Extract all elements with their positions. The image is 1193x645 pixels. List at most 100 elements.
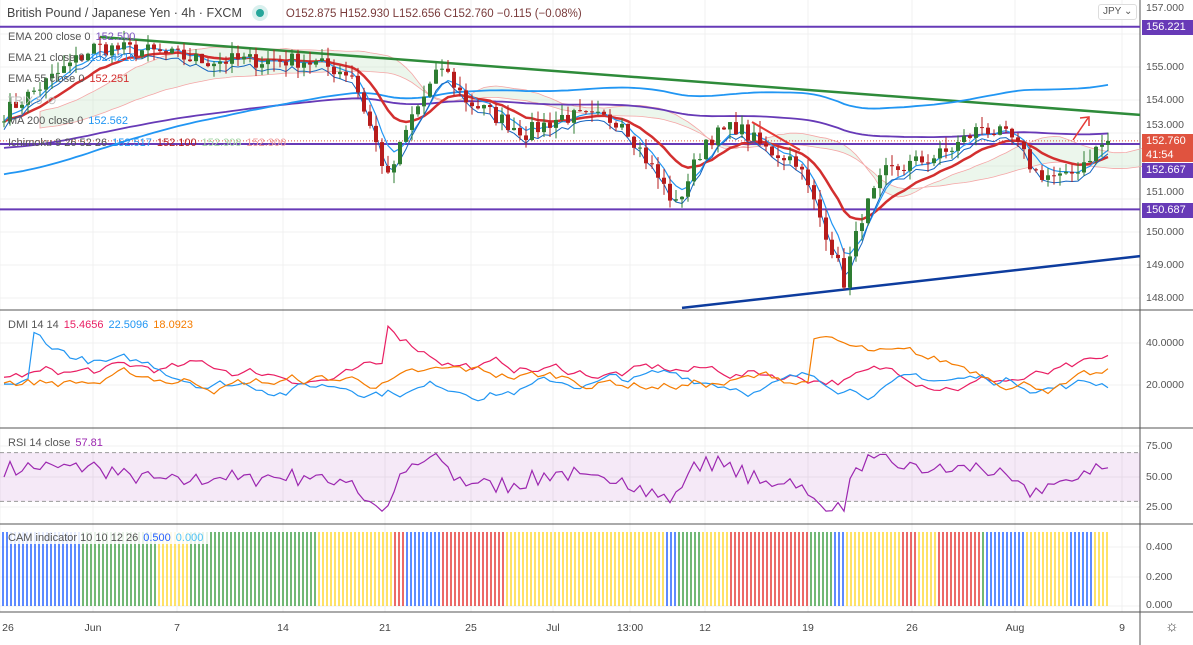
candle-body: [650, 163, 654, 165]
candle-body: [206, 63, 210, 67]
candle-body: [860, 223, 864, 232]
legend-ichimoku[interactable]: Ichimoku 9 26 52 26 152.517 152.100 152.308…: [8, 137, 291, 149]
legend-rsi[interactable]: RSI 14 close 57.81: [8, 437, 108, 449]
candle-body: [470, 102, 474, 107]
candle-body: [638, 147, 642, 149]
candle-body: [854, 231, 858, 257]
candle-body: [2, 121, 6, 123]
candle-body: [806, 169, 810, 186]
ema200-line: [3, 84, 1109, 176]
candle-body: [716, 127, 720, 146]
legend-ema55[interactable]: EMA 55 close 0 152.251: [8, 73, 134, 85]
legend-value: 152.500: [95, 31, 136, 43]
candle-body: [1058, 173, 1062, 176]
legend-cam[interactable]: CAM indicator 10 10 12 26 0.500 0.000: [8, 532, 209, 544]
candle-body: [224, 61, 228, 64]
price-tick: 151.000: [1146, 186, 1184, 198]
candle-body: [380, 142, 384, 167]
candle-body: [944, 148, 948, 152]
candle-body: [128, 42, 132, 45]
candle-body: [308, 62, 312, 65]
time-tick: 19: [802, 622, 814, 634]
candle-body: [152, 44, 156, 50]
time-tick: Jul: [546, 622, 560, 634]
candle-body: [830, 239, 834, 255]
candle-body: [812, 185, 816, 200]
currency-selector[interactable]: JPY ⌄: [1098, 4, 1138, 20]
candle-body: [332, 66, 336, 75]
time-tick: 25: [465, 622, 477, 634]
legend-ema200[interactable]: EMA 200 close 0 152.500: [8, 31, 140, 43]
candle-body: [1010, 128, 1014, 138]
candle-body: [1076, 172, 1080, 174]
candle-body: [518, 127, 522, 136]
candle-body: [926, 162, 930, 164]
legend-label: EMA 55 close 0: [8, 73, 85, 85]
legend-value: 22.5096: [108, 319, 149, 331]
candle-body: [314, 60, 318, 65]
candle-body: [482, 105, 486, 109]
annotation-arrow: [751, 121, 801, 151]
candle-body: [974, 127, 978, 138]
candle-body: [446, 68, 450, 72]
candle-body: [824, 217, 828, 240]
candle-body: [938, 148, 942, 159]
candle-body: [428, 83, 432, 97]
candle-body: [170, 48, 174, 54]
candle-body: [542, 122, 546, 133]
candle-body: [1106, 140, 1110, 145]
candle-body: [956, 141, 960, 151]
legend-dmi[interactable]: DMI 14 14 15.4656 22.5096 18.0923: [8, 319, 198, 331]
candle-body: [32, 90, 36, 92]
legend-ema21[interactable]: EMA 21 close 0 152.4215: [8, 52, 140, 64]
candle-body: [8, 101, 12, 122]
candle-body: [104, 44, 108, 56]
eye-hidden-icon[interactable]: ⊘: [47, 95, 57, 107]
candle-body: [914, 156, 918, 161]
candle-body: [902, 169, 906, 171]
legend-value: 152.4215: [89, 52, 136, 64]
symbol-title[interactable]: British Pound / Japanese Yen · 4h · FXCM: [7, 6, 242, 20]
time-tick: 13:00: [616, 622, 644, 634]
candle-body: [1016, 137, 1020, 142]
legend-ma200[interactable]: MA 200 close 0 152.562: [8, 115, 133, 127]
candle-body: [230, 53, 234, 64]
candle-body: [950, 150, 954, 152]
candle-body: [476, 106, 480, 109]
candle-body: [884, 165, 888, 176]
candle-body: [80, 55, 84, 61]
candle-body: [260, 64, 264, 68]
candle-body: [146, 44, 150, 51]
candle-body: [1082, 162, 1086, 173]
dmi-line: [3, 331, 1109, 402]
time-tick: Jun: [84, 622, 102, 634]
candle-body: [1028, 149, 1032, 170]
candle-body: [362, 92, 366, 112]
legend-label: MA 200 close 0: [8, 115, 84, 127]
candle-body: [932, 158, 936, 164]
legend-label: EMA 200 close 0: [8, 31, 91, 43]
candle-body: [182, 49, 186, 60]
candle-body: [680, 196, 684, 200]
settings-gear-icon[interactable]: ☼: [1165, 618, 1179, 635]
candle-body: [356, 75, 360, 93]
dmi-line: [3, 335, 1109, 395]
cam-tick: 0.400: [1146, 541, 1173, 553]
legend-value: 152.251: [89, 73, 130, 85]
candle-body: [116, 45, 120, 50]
legend-value: 0.500: [143, 532, 171, 544]
candle-body: [44, 78, 48, 90]
candle-body: [326, 58, 330, 67]
candle-body: [866, 198, 870, 224]
candle-body: [782, 158, 786, 161]
candle-body: [374, 125, 378, 143]
candle-body: [290, 53, 294, 66]
legend-hidden-indicator[interactable]: TRIX 5 ⊘: [8, 94, 61, 107]
candle-body: [980, 127, 984, 129]
legend-value: 152.308: [201, 137, 242, 149]
candle-body: [836, 254, 840, 259]
candle-body: [98, 43, 102, 45]
rsi-tick: 75.00: [1146, 440, 1173, 452]
candle-body: [194, 53, 198, 62]
